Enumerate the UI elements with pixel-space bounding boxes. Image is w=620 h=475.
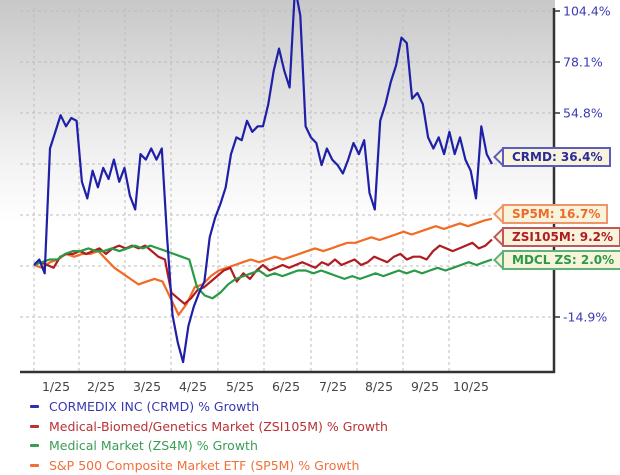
y-tick-label: 78.1% bbox=[563, 55, 603, 70]
legend-swatch-icon bbox=[30, 444, 39, 447]
x-tick-label: 9/25 bbox=[411, 379, 439, 394]
legend-item-crmd: CORMEDIX INC (CRMD) % Growth bbox=[30, 397, 388, 417]
x-tick-label: 4/25 bbox=[179, 379, 207, 394]
x-tick-label: 7/25 bbox=[319, 379, 347, 394]
legend-item-zs4m: Medical Market (ZS4M) % Growth bbox=[30, 436, 388, 456]
legend-label: Medical-Biomed/Genetics Market (ZSI105M)… bbox=[49, 417, 388, 437]
y-tick-label: -14.9% bbox=[563, 310, 607, 325]
legend-label: S&P 500 Composite Market ETF (SP5M) % Gr… bbox=[49, 456, 359, 475]
x-tick-label: 3/25 bbox=[133, 379, 161, 394]
chart-legend: CORMEDIX INC (CRMD) % Growth Medical-Bio… bbox=[30, 397, 388, 475]
x-tick-label: 10/25 bbox=[453, 379, 489, 394]
callout-sp5m: SP5M: 16.7% bbox=[502, 204, 608, 224]
callout-zsi105m: ZSI105M: 9.2% bbox=[502, 227, 620, 247]
x-tick-label: 1/25 bbox=[42, 379, 70, 394]
legend-swatch-icon bbox=[30, 464, 39, 467]
chart-plot-area: 104.4% 78.1% 54.8% -14.9% 1/25 2/25 3/25 4/25 5… bbox=[0, 0, 620, 400]
legend-item-zsi105m: Medical-Biomed/Genetics Market (ZSI105M)… bbox=[30, 417, 388, 437]
x-tick-label: 6/25 bbox=[272, 379, 300, 394]
callout-zs4m: MDCL ZS: 2.0% bbox=[502, 250, 620, 270]
x-tick-label: 5/25 bbox=[226, 379, 254, 394]
legend-swatch-icon bbox=[30, 405, 39, 408]
x-axis-labels: 1/25 2/25 3/25 4/25 5/25 6/25 7/25 8/25 9/25 10/2… bbox=[42, 379, 489, 394]
x-tick-label: 2/25 bbox=[87, 379, 115, 394]
x-tick-label: 8/25 bbox=[365, 379, 393, 394]
callout-crmd: CRMD: 36.4% bbox=[502, 147, 611, 167]
y-tick-label: 54.8% bbox=[563, 106, 603, 121]
legend-label: Medical Market (ZS4M) % Growth bbox=[49, 436, 258, 456]
legend-swatch-icon bbox=[30, 425, 39, 428]
legend-label: CORMEDIX INC (CRMD) % Growth bbox=[49, 397, 259, 417]
legend-item-sp5m: S&P 500 Composite Market ETF (SP5M) % Gr… bbox=[30, 456, 388, 475]
y-tick-label: 104.4% bbox=[563, 4, 611, 19]
